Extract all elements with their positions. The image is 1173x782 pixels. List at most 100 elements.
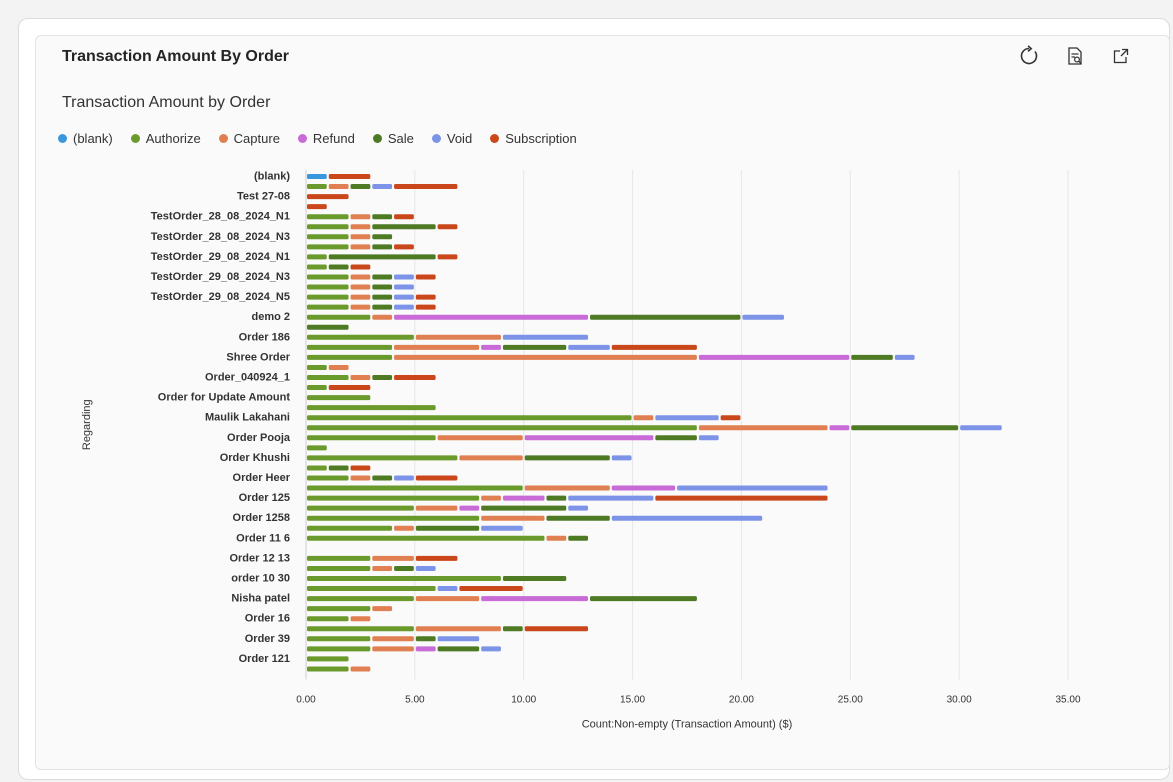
view-records-icon: [1068, 47, 1082, 65]
x-axis-title: Count:Non-empty (Transaction Amount) ($): [582, 719, 793, 731]
y-tick-label: Order Heer: [233, 472, 291, 484]
bar-segment: [394, 565, 414, 571]
bar-segment: [481, 505, 567, 511]
bar-segment: [307, 586, 436, 592]
legend-item[interactable]: Sale: [372, 131, 414, 146]
y-tick-label: TestOrder_28_08_2024_N3: [151, 231, 290, 243]
bar-segment: [307, 425, 697, 431]
bar-segment: [394, 214, 414, 220]
legend-swatch: [372, 134, 382, 143]
bar-segment: [459, 505, 480, 511]
bar-segment: [437, 254, 458, 260]
bar-segment: [415, 555, 458, 561]
expand-button[interactable]: [1109, 44, 1133, 68]
y-tick-label: Maulik Lakahani: [205, 412, 290, 424]
bar-segment: [307, 445, 327, 451]
bar-segment: [372, 234, 393, 240]
bar-segment: [524, 455, 610, 461]
y-tick-label: Order 125: [239, 492, 290, 504]
bar-segment: [328, 184, 349, 190]
y-tick-label: TestOrder_29_08_2024_N5: [151, 291, 290, 303]
bar-segment: [677, 485, 828, 491]
legend-item[interactable]: Subscription: [490, 131, 577, 146]
legend-label: Subscription: [505, 131, 577, 146]
bar-segment: [372, 646, 414, 652]
bar-segment: [502, 576, 567, 581]
bar-segment: [307, 304, 349, 310]
y-tick-label: Order 39: [245, 633, 290, 645]
bar-segment: [328, 174, 371, 179]
bar-segment: [372, 294, 393, 300]
bar-segment: [502, 334, 589, 340]
legend-item[interactable]: Void: [431, 131, 472, 146]
bar-segment: [350, 184, 371, 190]
bar-segment: [307, 284, 349, 290]
chart-legend: (blank) Authorize Capture Refund Sale Void Sub…: [58, 131, 577, 146]
y-tick-label: Order for Update Amount: [158, 392, 291, 404]
bar-segment: [307, 254, 327, 260]
legend-item[interactable]: (blank): [58, 131, 113, 146]
bar-segment: [350, 375, 371, 380]
legend-label: (blank): [73, 131, 113, 146]
legend-item[interactable]: Authorize: [130, 131, 201, 146]
bar-segment: [437, 435, 523, 441]
view-records-button[interactable]: [1063, 44, 1087, 68]
bar-segment: [481, 495, 501, 501]
bar-segment: [415, 626, 501, 632]
y-tick-label: Shree Order: [226, 351, 290, 363]
bar-segment: [394, 184, 458, 190]
y-tick-label: TestOrder_28_08_2024_N1: [151, 211, 290, 223]
y-tick-label: Order 11 6: [236, 532, 290, 544]
legend-label: Capture: [233, 131, 280, 146]
y-tick-label: Order Pooja: [227, 432, 291, 444]
y-tick-label: Order 12 13: [229, 552, 290, 564]
bar-segment: [546, 535, 567, 541]
bar-segment: [307, 314, 371, 320]
legend-item[interactable]: Capture: [218, 131, 280, 146]
bar-segment: [655, 495, 828, 501]
legend-swatch: [490, 134, 500, 143]
bar-segment: [394, 475, 414, 481]
bar-segment: [307, 616, 349, 622]
bar-segment: [350, 284, 371, 290]
bar-segment: [633, 415, 654, 421]
bar-segment: [350, 244, 371, 250]
bar-segment: [829, 425, 850, 431]
bar-segment: [394, 375, 436, 380]
bar-segment: [851, 354, 893, 360]
bar-segment: [372, 244, 393, 250]
bar-segment: [372, 606, 393, 612]
bar-segment: [307, 576, 501, 581]
bar-segment: [851, 425, 959, 431]
x-tick-label: 0.00: [296, 695, 316, 706]
y-tick-label: Order 1258: [233, 512, 290, 524]
bar-segment: [350, 475, 371, 481]
bar-segment: [459, 586, 523, 592]
bar-segment: [307, 294, 349, 300]
bar-segment: [350, 294, 371, 300]
bar-segment: [698, 354, 850, 360]
bar-segment: [350, 224, 371, 230]
y-tick-label: (blank): [254, 171, 290, 183]
bar-segment: [307, 204, 327, 210]
legend-item[interactable]: Refund: [297, 131, 355, 146]
bar-segment: [307, 565, 371, 571]
bar-segment: [481, 515, 545, 521]
refresh-icon: [1020, 45, 1038, 65]
card-title: Transaction Amount By Order: [62, 48, 289, 65]
bar-segment: [307, 465, 327, 471]
bar-segment: [415, 525, 480, 531]
bar-segment: [415, 294, 436, 300]
x-tick-label: 25.00: [838, 695, 863, 706]
bar-segment: [481, 596, 589, 602]
bar-segment: [437, 586, 458, 592]
bar-segment: [307, 274, 349, 280]
legend-swatch: [58, 134, 67, 143]
bar-segment: [415, 505, 458, 511]
bar-segment: [372, 274, 393, 280]
bar-segment: [415, 304, 436, 310]
bar-segment: [415, 636, 436, 642]
refresh-button[interactable]: [1017, 44, 1041, 68]
bar-segment: [307, 234, 349, 240]
bar-segment: [894, 354, 915, 360]
